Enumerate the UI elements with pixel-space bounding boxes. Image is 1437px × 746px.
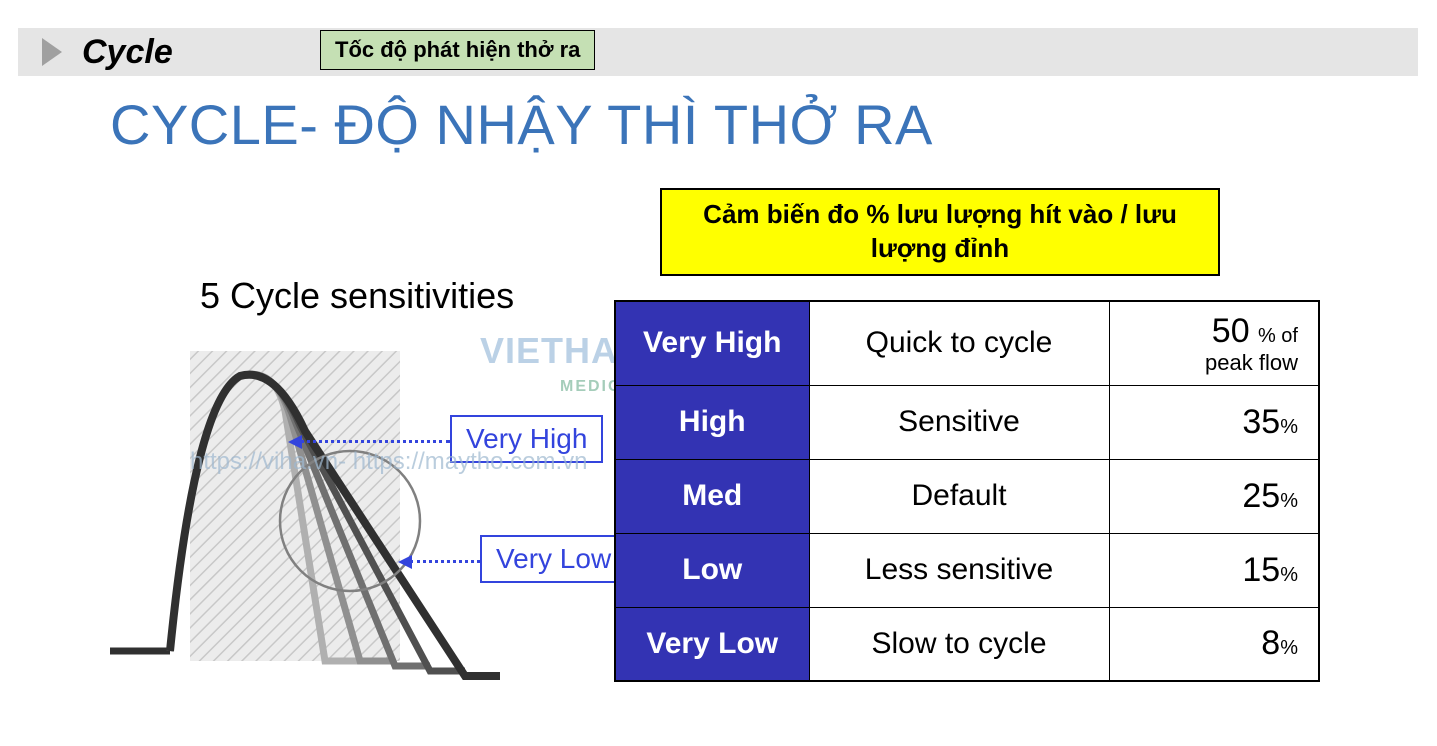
cell-percent: 15%	[1109, 533, 1319, 607]
table-row: HighSensitive35%	[615, 385, 1319, 459]
table-row: Very LowSlow to cycle8%	[615, 607, 1319, 681]
page-title: CYCLE- ĐỘ NHẬY THÌ THỞ RA	[110, 92, 933, 157]
cell-level: High	[615, 385, 809, 459]
section-header-bar: Cycle	[18, 28, 1418, 76]
table-row: Very HighQuick to cycle50 % ofpeak flow	[615, 301, 1319, 385]
cell-description: Quick to cycle	[809, 301, 1109, 385]
cell-description: Default	[809, 459, 1109, 533]
yellow-note-box: Cảm biến đo % lưu lượng hít vào / lưu lư…	[660, 188, 1220, 276]
cell-level: Very Low	[615, 607, 809, 681]
label-very-high: Very High	[450, 415, 603, 463]
cell-description: Slow to cycle	[809, 607, 1109, 681]
cell-percent: 8%	[1109, 607, 1319, 681]
diagram-title: 5 Cycle sensitivities	[200, 275, 640, 317]
green-note-box: Tốc độ phát hiện thở ra	[320, 30, 595, 70]
cell-description: Sensitive	[809, 385, 1109, 459]
triangle-right-icon	[42, 38, 62, 66]
sensitivity-table: Very HighQuick to cycle50 % ofpeak flowH…	[614, 300, 1320, 682]
cell-description: Less sensitive	[809, 533, 1109, 607]
cell-level: Med	[615, 459, 809, 533]
arrow-very-low	[410, 560, 480, 563]
cell-percent: 50 % ofpeak flow	[1109, 301, 1319, 385]
cell-percent: 25%	[1109, 459, 1319, 533]
table-row: MedDefault25%	[615, 459, 1319, 533]
cell-level: Very High	[615, 301, 809, 385]
table-row: LowLess sensitive15%	[615, 533, 1319, 607]
label-very-low: Very Low	[480, 535, 627, 583]
cycle-curves-svg	[100, 321, 640, 701]
header-title: Cycle	[82, 33, 173, 72]
cell-level: Low	[615, 533, 809, 607]
cell-percent: 35%	[1109, 385, 1319, 459]
arrow-very-high	[300, 440, 450, 443]
cycle-diagram: 5 Cycle sensitivities Very High Very Low	[100, 275, 640, 695]
